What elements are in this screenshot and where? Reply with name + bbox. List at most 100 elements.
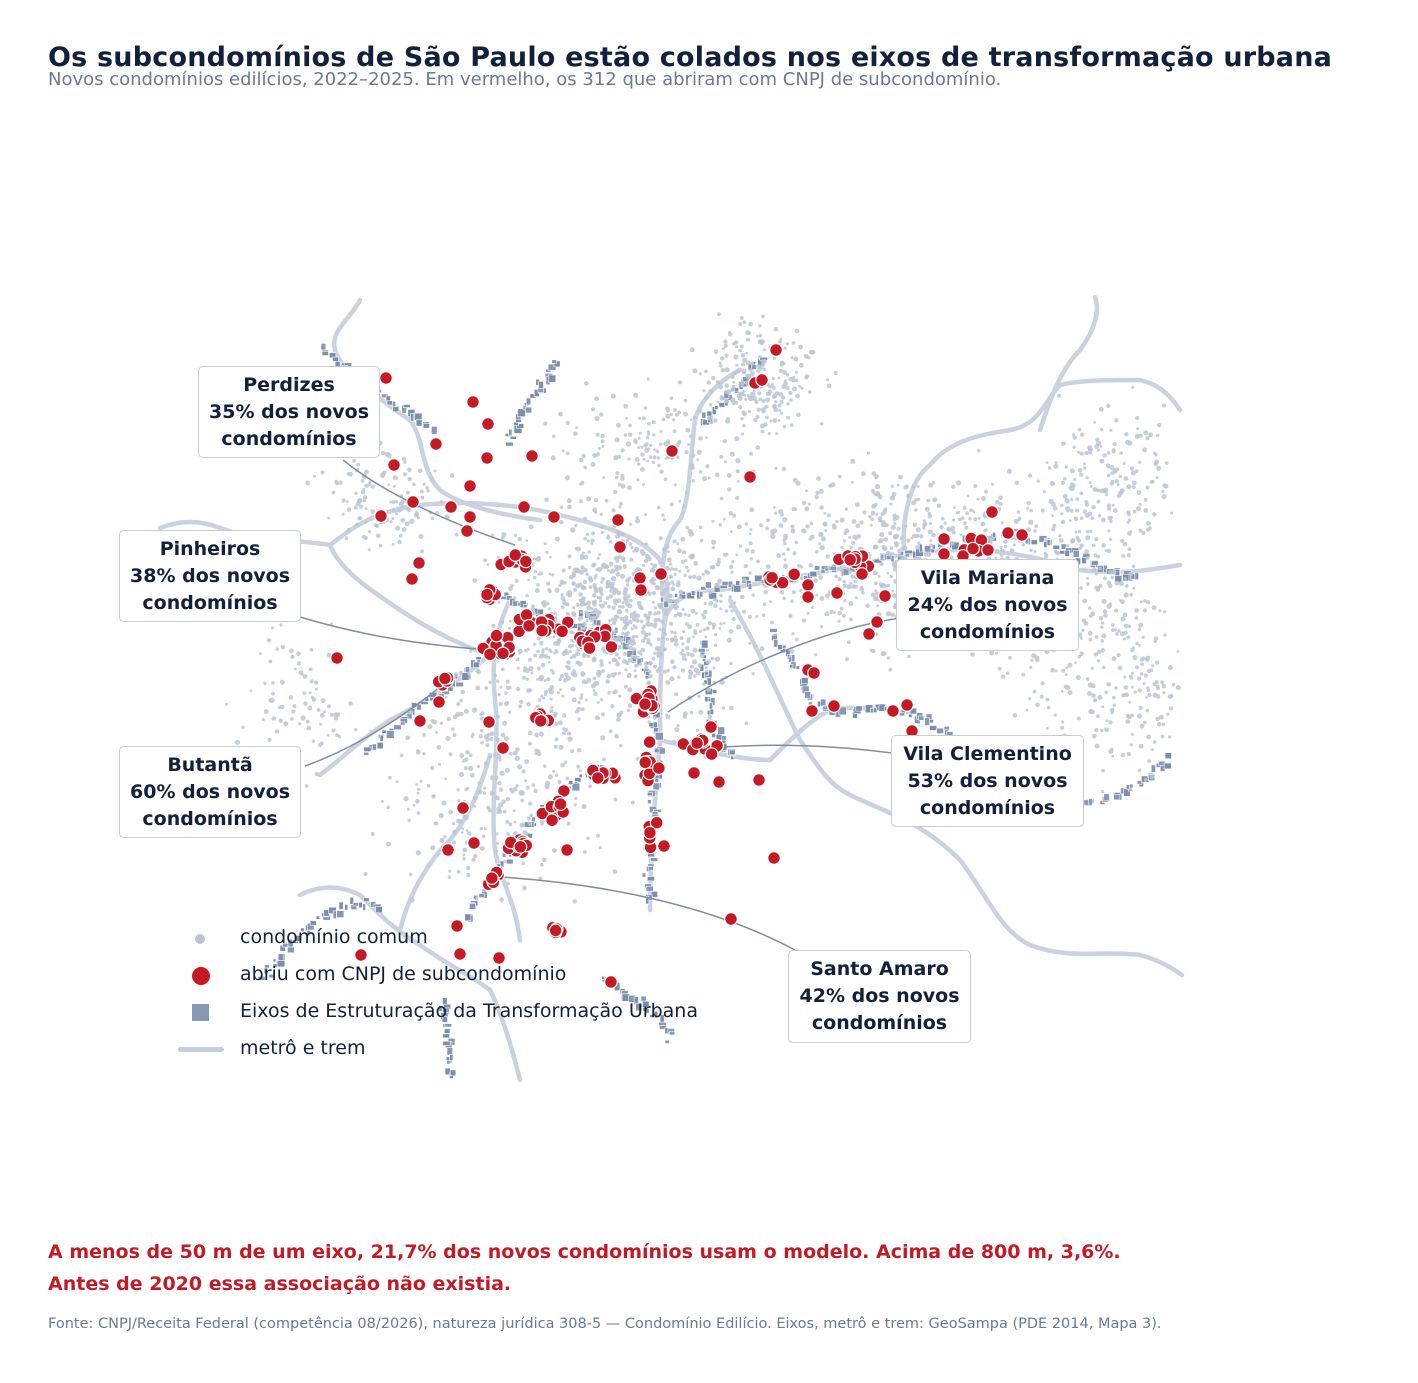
- common-point: [326, 733, 330, 737]
- common-point: [598, 599, 603, 603]
- common-point: [1005, 671, 1010, 676]
- common-point: [514, 578, 519, 583]
- common-point: [678, 499, 682, 503]
- common-point: [1100, 625, 1104, 629]
- eixo-block: [1052, 544, 1060, 550]
- common-point: [391, 508, 396, 512]
- common-point: [261, 718, 265, 722]
- common-point: [911, 500, 917, 506]
- common-point: [527, 578, 530, 582]
- common-point: [687, 675, 692, 680]
- common-point: [584, 698, 588, 702]
- common-point: [268, 698, 273, 703]
- common-point: [467, 831, 472, 836]
- common-point: [1136, 427, 1139, 431]
- callout-suffix: condomínios: [142, 592, 278, 614]
- common-point: [611, 586, 615, 589]
- common-point: [703, 601, 708, 606]
- common-point: [636, 478, 640, 482]
- common-point: [734, 340, 739, 345]
- common-point: [610, 704, 615, 709]
- common-point: [711, 375, 716, 381]
- common-point: [738, 322, 743, 326]
- common-point: [378, 544, 383, 548]
- eixo-block: [647, 799, 652, 804]
- common-point: [1077, 654, 1081, 659]
- common-point: [730, 397, 736, 403]
- common-point: [1120, 538, 1125, 544]
- subcondominio-point: [827, 699, 841, 713]
- subcondominio-point: [533, 714, 548, 728]
- common-point: [917, 541, 921, 545]
- common-point: [676, 455, 680, 459]
- common-point: [568, 650, 572, 654]
- eixo-block: [328, 906, 337, 914]
- common-point: [599, 603, 605, 609]
- common-point: [1139, 600, 1143, 604]
- common-point: [721, 706, 725, 710]
- common-point: [916, 497, 921, 502]
- common-point: [951, 484, 956, 489]
- common-point: [1141, 530, 1146, 535]
- common-point: [1058, 534, 1062, 538]
- common-point: [778, 523, 784, 528]
- subcondominio-point: [466, 395, 480, 409]
- common-point: [1171, 682, 1176, 687]
- common-point: [406, 507, 412, 513]
- common-point: [899, 536, 904, 541]
- common-point: [662, 631, 667, 635]
- common-point: [629, 612, 634, 617]
- common-point: [478, 734, 483, 739]
- common-point: [792, 386, 798, 392]
- common-point: [551, 573, 555, 577]
- common-point: [791, 341, 796, 345]
- common-point: [668, 594, 673, 598]
- common-point: [723, 339, 728, 344]
- common-point: [327, 516, 331, 520]
- common-point: [1143, 720, 1147, 725]
- common-point: [892, 563, 897, 568]
- common-point: [896, 483, 900, 487]
- common-point: [723, 343, 728, 349]
- eixo-block: [381, 729, 387, 734]
- common-point: [890, 612, 895, 618]
- common-point: [334, 716, 338, 721]
- common-point: [471, 857, 476, 862]
- common-point: [417, 787, 421, 791]
- common-point: [789, 398, 793, 402]
- common-point: [289, 717, 294, 721]
- common-point: [575, 709, 580, 714]
- common-point: [646, 640, 650, 645]
- common-point: [622, 595, 628, 600]
- common-point: [754, 399, 759, 405]
- common-point: [591, 623, 596, 627]
- eixo-block: [838, 706, 847, 716]
- common-point: [614, 652, 619, 657]
- common-point: [738, 405, 743, 410]
- common-point: [1152, 740, 1157, 744]
- common-point: [559, 688, 562, 691]
- common-point: [1109, 428, 1113, 432]
- common-point: [624, 631, 629, 636]
- eixo-block: [645, 895, 650, 905]
- common-point: [319, 722, 323, 726]
- common-point: [293, 667, 297, 671]
- common-point: [552, 635, 556, 639]
- common-point: [462, 857, 466, 861]
- common-point: [745, 373, 750, 378]
- common-point: [615, 471, 620, 476]
- common-point: [635, 549, 639, 553]
- common-point: [735, 469, 740, 474]
- common-point: [505, 796, 510, 802]
- common-point: [1166, 712, 1170, 716]
- common-point: [718, 361, 722, 365]
- common-point: [742, 609, 747, 614]
- common-point: [398, 533, 403, 538]
- common-point: [528, 688, 533, 693]
- common-point: [1124, 692, 1129, 697]
- common-point: [725, 418, 731, 424]
- common-point: [717, 578, 723, 584]
- common-point: [291, 709, 296, 714]
- common-point: [1084, 451, 1088, 455]
- common-point: [1088, 481, 1092, 484]
